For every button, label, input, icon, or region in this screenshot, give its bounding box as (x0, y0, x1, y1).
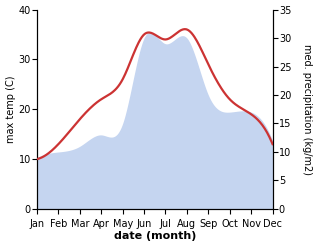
Y-axis label: max temp (C): max temp (C) (5, 76, 16, 143)
Y-axis label: med. precipitation (kg/m2): med. precipitation (kg/m2) (302, 44, 313, 175)
X-axis label: date (month): date (month) (114, 231, 196, 242)
